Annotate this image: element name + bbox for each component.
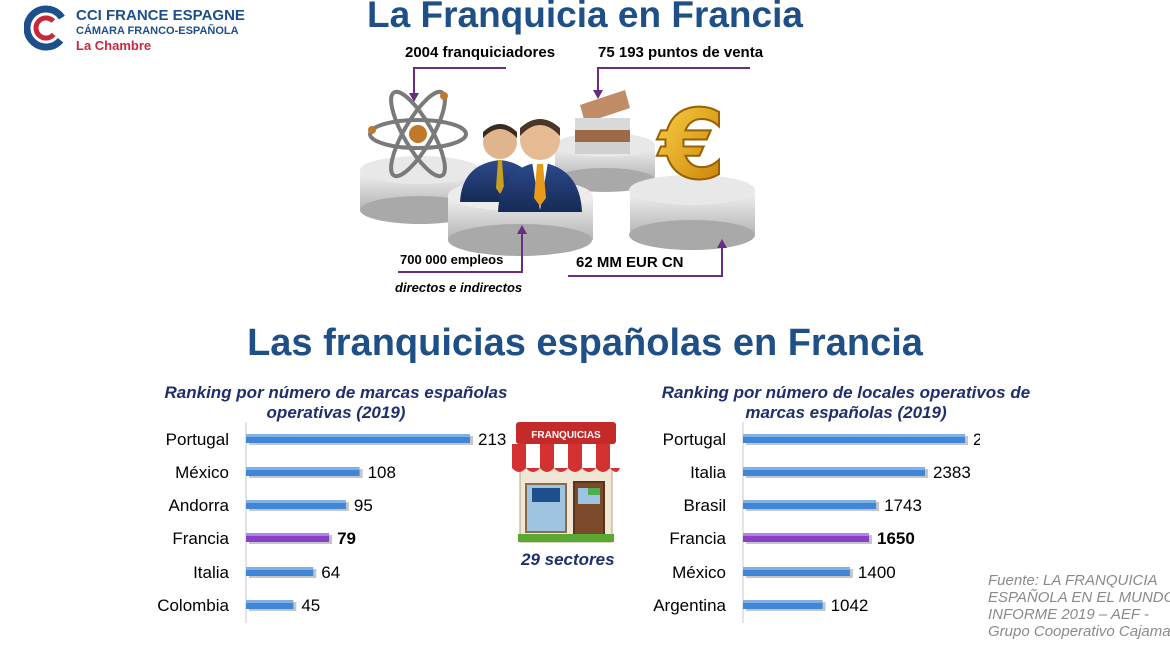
- category-label-argentina: Argentina: [653, 596, 726, 615]
- bar-francia: [743, 533, 870, 542]
- chart-1-title: Ranking por número de marcas españolas o…: [164, 383, 508, 422]
- bar-italia: [743, 467, 925, 476]
- cci-logo: CCI FRANCE ESPAGNE CÁMARA FRANCO-ESPAÑOL…: [24, 4, 245, 56]
- category-label-francia: Francia: [669, 529, 726, 548]
- bar-highlight-portugal: [743, 434, 965, 437]
- chart-marcas: Portugal 213 México 108 Andorra 95 Francia 79 It…: [157, 422, 506, 623]
- section-title: Las franquicias españolas en Francia: [247, 322, 923, 364]
- bar-highlight-francia: [743, 533, 870, 536]
- bar-highlight-italia: [743, 467, 925, 470]
- bar-highlight-portugal: [246, 434, 470, 437]
- bar-portugal: [743, 434, 965, 443]
- store-awning: [512, 444, 620, 472]
- bar-mexico: [743, 567, 850, 576]
- logo-line-2: CÁMARA FRANCO-ESPAÑOLA: [76, 25, 239, 37]
- category-label-italia: Italia: [193, 563, 229, 582]
- chart-locales: Portugal 2907 Italia 2383 Brasil 1743 Francia 1…: [653, 422, 980, 623]
- store-caption: 29 sectores: [521, 550, 615, 569]
- arrow-franquiciadores: [413, 67, 506, 95]
- bar-francia: [246, 533, 330, 542]
- value-label-italia: 64: [321, 563, 340, 582]
- stat-empleos: 700 000 empleos: [400, 252, 504, 267]
- connector-arrows: [398, 67, 750, 277]
- source-line-2: ESPAÑOLA EN EL MUNDO: [988, 589, 1170, 606]
- atom-icon: [368, 89, 468, 179]
- value-label-portugal: 213: [478, 430, 506, 449]
- value-label-mexico: 1400: [858, 563, 896, 582]
- category-label-brasil: Brasil: [683, 496, 726, 515]
- euro-icon: €: [656, 88, 727, 202]
- cash-stack-icon: [575, 90, 630, 154]
- value-label-colombia: 45: [301, 596, 320, 615]
- bar-brasil: [743, 500, 877, 509]
- value-label-andorra: 95: [354, 496, 373, 515]
- source-line-3: INFORME 2019 – AEF -: [988, 606, 1149, 623]
- bar-argentina: [743, 600, 823, 609]
- stat-puntos-venta: 75 193 puntos de venta: [598, 44, 764, 61]
- cci-logo-icon: [24, 5, 69, 51]
- bar-andorra: [246, 500, 346, 509]
- arrow-facturacion: [568, 246, 723, 277]
- value-label-argentina: 1042: [831, 596, 869, 615]
- bar-highlight-mexico: [246, 467, 360, 470]
- page-title: La Franquicia en Francia: [367, 0, 803, 35]
- value-label-mexico: 108: [368, 463, 396, 482]
- logo-line-3: La Chambre: [76, 38, 152, 53]
- category-label-mexico: México: [672, 563, 726, 582]
- bar-highlight-mexico: [743, 567, 850, 570]
- bar-highlight-italia: [246, 567, 314, 570]
- category-label-italia: Italia: [690, 463, 726, 482]
- value-label-brasil: 1743: [884, 496, 922, 515]
- bar-portugal: [246, 434, 470, 443]
- category-label-francia: Francia: [172, 529, 229, 548]
- source-note: Fuente: LA FRANQUICIA ESPAÑOLA EN EL MUN…: [988, 572, 1170, 640]
- bar-highlight-colombia: [246, 600, 294, 603]
- svg-text:€: €: [657, 89, 726, 201]
- category-label-colombia: Colombia: [157, 596, 229, 615]
- chart-2-title: Ranking por número de locales operativos…: [661, 383, 1031, 422]
- value-label-francia: 1650: [877, 529, 915, 548]
- value-label-portugal: 2907: [973, 430, 980, 449]
- store-sign: FRANQUICIAS: [531, 430, 601, 441]
- bar-highlight-brasil: [743, 500, 877, 503]
- platform-euro: [629, 175, 755, 250]
- category-label-portugal: Portugal: [166, 430, 229, 449]
- bar-highlight-francia: [246, 533, 330, 536]
- source-line-1: Fuente: LA FRANQUICIA: [988, 572, 1158, 589]
- bar-highlight-argentina: [743, 600, 823, 603]
- franchise-illustration: €: [360, 88, 755, 256]
- source-line-4: Grupo Cooperativo Cajamar: [988, 623, 1170, 640]
- bar-italia: [246, 567, 314, 576]
- arrow-puntos-venta: [597, 67, 750, 92]
- value-label-italia: 2383: [933, 463, 971, 482]
- stat-empleos-sub: directos e indirectos: [395, 280, 523, 295]
- category-label-mexico: México: [175, 463, 229, 482]
- arrow-empleos: [398, 232, 523, 273]
- logo-line-1: CCI FRANCE ESPAGNE: [76, 7, 245, 24]
- value-label-francia: 79: [337, 529, 356, 548]
- bar-highlight-andorra: [246, 500, 346, 503]
- category-label-andorra: Andorra: [169, 496, 230, 515]
- franchise-store-icon: FRANQUICIAS: [512, 422, 620, 543]
- stat-franquiciadores: 2004 franquiciadores: [405, 44, 556, 61]
- bar-mexico: [246, 467, 360, 476]
- businessmen-icon: [460, 119, 582, 212]
- stat-facturacion: 62 MM EUR CN: [576, 254, 684, 271]
- category-label-portugal: Portugal: [663, 430, 726, 449]
- bar-colombia: [246, 600, 294, 609]
